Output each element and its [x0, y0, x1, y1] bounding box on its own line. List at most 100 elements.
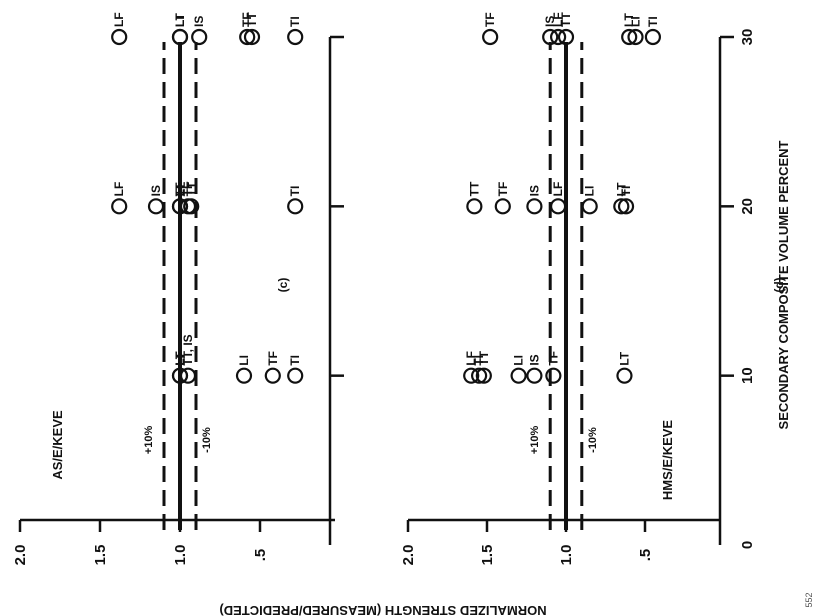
data-point-label: TI	[646, 16, 660, 27]
volume-tick-label: 0	[739, 541, 756, 549]
data-point-label: TT	[477, 350, 491, 365]
data-point-label: TI	[288, 16, 302, 27]
data-point	[171, 198, 189, 215]
data-point	[287, 28, 304, 46]
page-number: 552	[804, 592, 814, 607]
data-point	[471, 367, 488, 384]
reference-line-label: -10%	[201, 427, 213, 453]
data-point-label: LT	[622, 13, 636, 27]
data-point-label: TF	[483, 12, 497, 27]
data-point-label: TI	[619, 186, 633, 197]
data-point	[243, 28, 261, 46]
panel-d: 2.0 1.5 1.0 .5 0 10 20 30 +10% -10% HMS/E/KEVE (d) L…	[400, 12, 786, 566]
reference-line-label: +10%	[143, 426, 155, 455]
data-point-label: LF	[112, 12, 126, 27]
data-point-label: TF	[240, 12, 254, 27]
data-point-label: LT	[173, 13, 187, 27]
panel-title: HMS/E/KEVE	[660, 420, 675, 501]
data-point	[526, 367, 543, 384]
data-point	[549, 28, 567, 46]
data-point-label: IS	[192, 16, 206, 27]
data-point	[549, 198, 567, 215]
data-point-label: TF	[546, 351, 560, 366]
strength-tick-label: 1.0	[172, 545, 189, 566]
data-point	[526, 198, 543, 215]
data-point	[545, 367, 562, 384]
data-point-label: LF	[464, 351, 478, 366]
data-point	[171, 367, 189, 384]
data-point	[627, 28, 644, 46]
panel-letter: (c)	[276, 278, 290, 293]
data-point-label: TT	[245, 12, 259, 27]
data-point-label: LF	[173, 351, 187, 366]
data-point	[287, 367, 304, 384]
x-axis-title: SECONDARY COMPOSITE VOLUME PERCENT	[776, 140, 791, 429]
data-point	[542, 28, 559, 46]
panel-letter: (d)	[772, 277, 786, 292]
data-point	[466, 198, 483, 215]
data-point-label: LI	[237, 355, 251, 366]
data-point	[183, 198, 200, 215]
strength-tick-label: .5	[637, 549, 654, 562]
data-point-label: LT	[173, 351, 187, 365]
data-point-label: IS	[527, 354, 541, 365]
data-point-label: IS	[149, 185, 163, 196]
data-point	[557, 28, 575, 46]
data-point-label: IS	[543, 16, 557, 27]
strength-tick-label: 2.0	[12, 545, 29, 566]
data-point	[147, 198, 165, 215]
strength-tick-label: .5	[252, 549, 269, 562]
data-point	[613, 198, 630, 215]
data-point-label: LF	[551, 182, 565, 197]
data-point-label: TT	[559, 12, 573, 27]
data-point-label: IS	[527, 185, 541, 196]
data-point	[179, 367, 197, 384]
strength-tick-label: 1.0	[558, 545, 575, 566]
data-point	[235, 367, 253, 384]
data-point-label: TT	[184, 181, 198, 196]
data-point	[264, 367, 281, 384]
data-point-label: LF	[551, 12, 565, 27]
data-point	[644, 28, 662, 46]
data-point-label: LF	[112, 182, 126, 197]
data-point	[621, 28, 638, 46]
data-point-label: TF	[266, 351, 280, 366]
data-point-label: LI	[629, 16, 643, 27]
data-point-label: LI	[512, 355, 526, 366]
data-point	[617, 198, 635, 215]
data-point	[111, 198, 128, 215]
data-point-label: LI	[583, 186, 597, 197]
reference-line-label: -10%	[587, 427, 599, 453]
volume-tick-label: 30	[739, 29, 756, 46]
volume-tick-label: 10	[739, 367, 756, 384]
panel-title: AS/E/KEVE	[50, 410, 65, 480]
data-point-label: TI	[472, 355, 486, 366]
data-point	[239, 28, 256, 46]
data-point-label: TT	[467, 181, 481, 196]
data-point-label: LT	[617, 351, 631, 365]
data-point	[616, 367, 633, 384]
strength-tick-label: 1.5	[479, 545, 496, 566]
data-point-label: TI	[288, 355, 302, 366]
strength-tick-label: 1.5	[92, 545, 109, 566]
data-point-label: LI	[173, 16, 187, 27]
data-point-label: LT	[614, 182, 628, 196]
data-point	[191, 28, 208, 46]
y-axis-title: NORMALIZED STRENGTH (MEASURED/PREDICTED)	[219, 603, 546, 616]
data-point	[287, 198, 304, 215]
data-point	[463, 367, 480, 384]
strength-tick-label: 2.0	[400, 545, 417, 566]
data-point	[475, 367, 492, 384]
data-point	[581, 198, 598, 215]
data-point-label: LT	[173, 182, 187, 196]
data-point	[482, 28, 499, 46]
data-point-label: TF	[496, 182, 510, 197]
data-point-label: TI	[288, 186, 302, 197]
data-point-label: TF	[181, 182, 195, 197]
data-point	[494, 198, 511, 215]
data-point-label: TT, IS	[181, 334, 195, 365]
data-point	[171, 28, 189, 46]
data-point-label: TI	[173, 186, 187, 197]
